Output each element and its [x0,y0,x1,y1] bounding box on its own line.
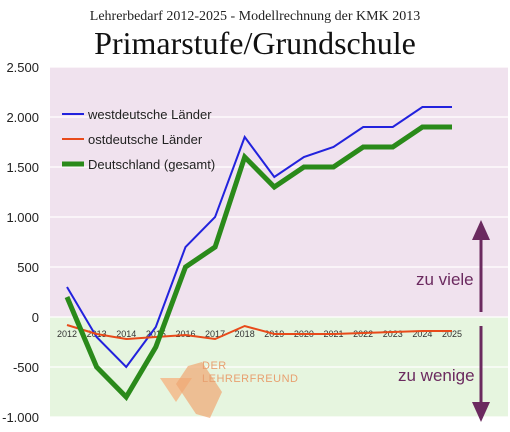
chart-title: Primarstufe/Grundschule [94,25,416,61]
annotation-too-few-label: zu wenige [398,366,475,385]
legend: westdeutsche Länder ostdeutsche Länder D… [62,107,215,172]
annotation-too-many: zu viele [416,220,490,312]
y-axis-ticks: 2.500 2.000 1.500 1.000 500 0 -500 -1.000 [2,60,39,425]
arrow-down-head [472,402,490,422]
y-tick-label: 1.000 [6,210,39,225]
y-tick-label: -500 [13,360,39,375]
series-line-ost [66,324,452,341]
x-tick-label: 2024 [412,329,432,339]
y-tick-label: 1.500 [6,160,39,175]
x-tick-label: 2012 [57,329,77,339]
y-tick-label: 0 [32,310,39,325]
chart-suptitle: Lehrerbedarf 2012-2025 - Modellrechnung … [90,9,420,24]
y-tick-label: 2.500 [6,60,39,75]
legend-label-west: westdeutsche Länder [87,107,212,122]
x-tick-label: 2014 [116,329,136,339]
legend-label-de: Deutschland (gesamt) [88,157,215,172]
watermark-line2: LEHRERFREUND [202,373,298,385]
watermark-line1: DER [202,360,227,372]
positive-region [50,67,508,317]
annotation-too-few: zu wenige [398,326,490,422]
x-tick-label: 2023 [383,329,403,339]
watermark-logo: DER LEHRERFREUND [160,360,298,418]
x-tick-label: 2018 [235,329,255,339]
series-lines [64,106,452,402]
x-tick-label: 2025 [442,329,462,339]
x-tick-label: 2017 [205,329,225,339]
logo-pencil [176,362,222,418]
series-line-west [66,106,452,369]
annotation-too-many-label: zu viele [416,270,474,289]
series-line-deutschland [64,124,452,402]
y-tick-label: -1.000 [2,410,39,425]
grid-lines [50,66,508,418]
x-tick-label: 2016 [175,329,195,339]
arrow-up-head [472,220,490,240]
x-tick-label: 2015 [146,329,166,339]
legend-label-ost: ostdeutsche Länder [88,132,203,147]
y-tick-label: 2.000 [6,110,39,125]
y-tick-label: 500 [17,260,39,275]
